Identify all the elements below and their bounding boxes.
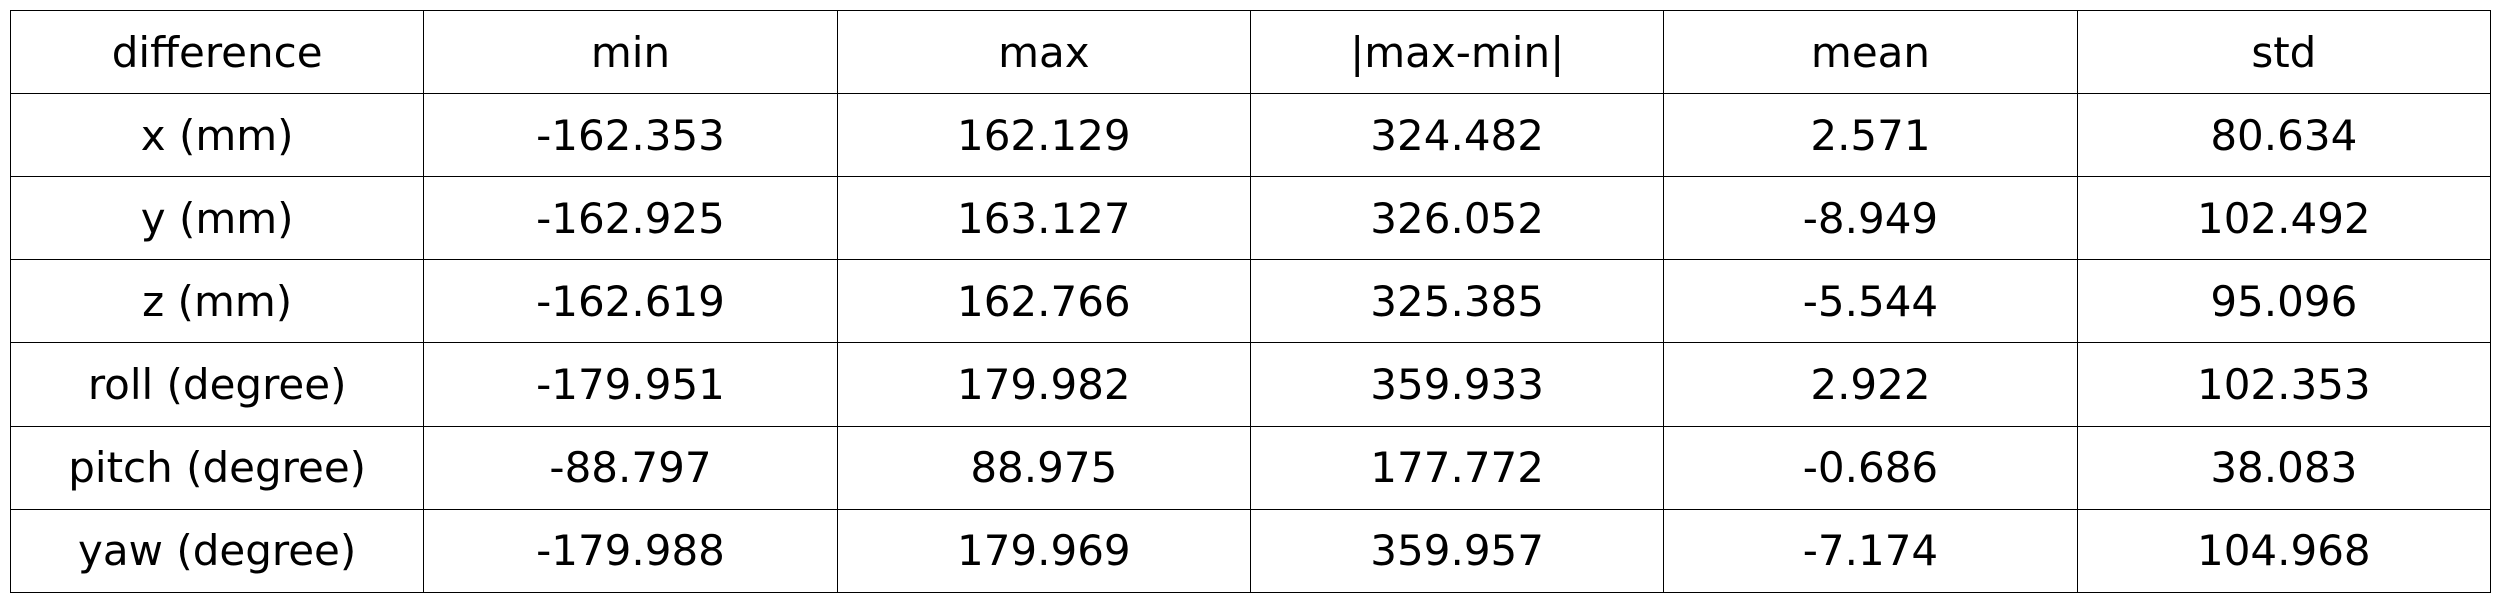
range-cell: 325.385 [1249, 259, 1665, 344]
std-cell: 80.634 [2076, 92, 2492, 178]
std-cell: 102.492 [2076, 176, 2492, 261]
column-header-difference: difference [9, 10, 425, 94]
row-label-cell: pitch (degree) [9, 425, 425, 510]
column-header-range: |max-min| [1249, 10, 1665, 94]
std-cell: 95.096 [2076, 259, 2492, 344]
row-label-cell: y (mm) [9, 176, 425, 261]
std-cell: 104.968 [2076, 508, 2492, 594]
min-cell: -162.925 [423, 176, 838, 261]
row-label-cell: z (mm) [9, 259, 425, 344]
row-label-cell: x (mm) [9, 92, 425, 178]
min-cell: -88.797 [423, 425, 838, 510]
max-cell: 179.982 [836, 342, 1251, 427]
range-cell: 359.933 [1249, 342, 1665, 427]
range-cell: 324.482 [1249, 92, 1665, 178]
range-cell: 177.772 [1249, 425, 1665, 510]
max-cell: 162.129 [836, 92, 1251, 178]
min-cell: -162.619 [423, 259, 838, 344]
range-cell: 326.052 [1249, 176, 1665, 261]
min-cell: -179.951 [423, 342, 838, 427]
table-row-yaw: yaw (degree) -179.988 179.969 359.957 -7… [9, 508, 2492, 594]
std-cell: 102.353 [2076, 342, 2492, 427]
mean-cell: -0.686 [1663, 425, 2078, 510]
column-header-min: min [423, 10, 838, 94]
table-row-roll: roll (degree) -179.951 179.982 359.933 2… [9, 342, 2492, 427]
mean-cell: -8.949 [1663, 176, 2078, 261]
min-cell: -179.988 [423, 508, 838, 594]
column-header-mean: mean [1663, 10, 2078, 94]
range-cell: 359.957 [1249, 508, 1665, 594]
difference-statistics-table: difference min max |max-min| mean std x … [9, 10, 2492, 594]
max-cell: 163.127 [836, 176, 1251, 261]
max-cell: 179.969 [836, 508, 1251, 594]
max-cell: 88.975 [836, 425, 1251, 510]
mean-cell: 2.922 [1663, 342, 2078, 427]
table-header-row: difference min max |max-min| mean std [9, 10, 2492, 94]
std-cell: 38.083 [2076, 425, 2492, 510]
row-label-cell: roll (degree) [9, 342, 425, 427]
min-cell: -162.353 [423, 92, 838, 178]
max-cell: 162.766 [836, 259, 1251, 344]
table-row-z: z (mm) -162.619 162.766 325.385 -5.544 9… [9, 259, 2492, 344]
table-row-x: x (mm) -162.353 162.129 324.482 2.571 80… [9, 92, 2492, 178]
row-label-cell: yaw (degree) [9, 508, 425, 594]
table-row-y: y (mm) -162.925 163.127 326.052 -8.949 1… [9, 176, 2492, 261]
table-row-pitch: pitch (degree) -88.797 88.975 177.772 -0… [9, 425, 2492, 510]
column-header-max: max [836, 10, 1251, 94]
mean-cell: 2.571 [1663, 92, 2078, 178]
mean-cell: -7.174 [1663, 508, 2078, 594]
column-header-std: std [2076, 10, 2492, 94]
mean-cell: -5.544 [1663, 259, 2078, 344]
